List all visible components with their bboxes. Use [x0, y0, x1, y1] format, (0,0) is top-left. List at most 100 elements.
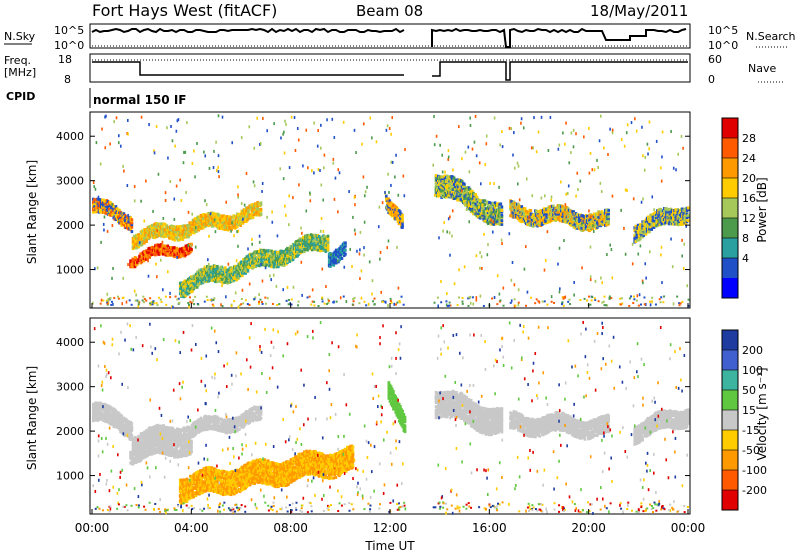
data-cell [107, 207, 111, 211]
scatter-point [532, 146, 534, 150]
data-cell [140, 260, 144, 264]
scatter-point [661, 130, 664, 134]
data-cell [323, 235, 327, 239]
scatter-point [447, 149, 450, 153]
scatter-point [321, 267, 324, 271]
ground-scatter [619, 303, 622, 306]
scatter-point [438, 236, 440, 240]
scatter-point [221, 284, 223, 288]
scatter-point [210, 298, 213, 302]
scatter-point [442, 229, 444, 233]
scatter-point [363, 194, 366, 198]
scatter-point [292, 196, 294, 200]
scatter-point [250, 258, 253, 262]
scatter-point [644, 302, 647, 306]
scatter-point [343, 265, 346, 269]
scatter-point [216, 168, 218, 172]
data-cell [95, 416, 99, 420]
data-cell [666, 210, 669, 214]
scatter-point [479, 266, 481, 270]
scatter-point [579, 179, 582, 183]
ground-scatter [681, 300, 684, 303]
data-cell [500, 222, 504, 226]
data-cell [552, 218, 555, 222]
data-cell [342, 250, 346, 254]
scatter-point [119, 144, 122, 148]
scatter-point [214, 278, 217, 282]
data-cell [161, 225, 164, 229]
data-cell [212, 224, 215, 228]
scatter-point [461, 189, 463, 193]
scatter-point [511, 260, 514, 264]
scatter-point [441, 153, 444, 157]
ground-scatter [589, 303, 592, 306]
ground-scatter [205, 295, 208, 298]
ground-scatter [534, 302, 537, 305]
ground-scatter [396, 301, 399, 304]
data-cell [98, 198, 102, 202]
data-cell [137, 245, 140, 249]
scatter-point [642, 197, 644, 201]
scatter-point [227, 262, 230, 266]
scatter-point [541, 221, 543, 225]
data-cell [175, 236, 179, 240]
data-cell [296, 254, 299, 258]
scatter-point [258, 293, 260, 297]
scatter-point [234, 291, 237, 295]
scatter-point [112, 302, 114, 306]
data-cell [326, 245, 330, 249]
data-cell [326, 247, 330, 251]
data-cell [152, 445, 156, 449]
scatter-point [133, 289, 136, 293]
scatter-point [155, 124, 158, 128]
scatter-point [288, 194, 291, 198]
ground-scatter [190, 301, 193, 304]
data-cell [130, 422, 134, 426]
ground-scatter [621, 302, 624, 305]
scatter-point [648, 120, 651, 124]
ground-scatter [440, 301, 443, 304]
scatter-point [520, 121, 522, 125]
scatter-point [560, 180, 562, 184]
data-cell [299, 249, 303, 253]
data-cell [333, 250, 337, 254]
ground-scatter [137, 303, 140, 306]
data-cell [229, 225, 232, 229]
scatter-point [464, 150, 467, 154]
data-cell [552, 204, 555, 208]
data-cell [634, 224, 638, 228]
data-cell [231, 268, 235, 272]
freq-right-tick-bottom: 0 [708, 73, 715, 86]
scatter-point [261, 189, 263, 193]
velocity-data [92, 320, 690, 515]
ground-scatter [276, 303, 279, 306]
scatter-point [489, 181, 492, 185]
ground-scatter [109, 297, 112, 300]
freq-unit-label: [MHz] [4, 66, 36, 79]
scatter-point [220, 265, 223, 269]
data-cell [520, 205, 524, 209]
ground-scatter [264, 296, 267, 299]
ground-scatter [583, 297, 586, 300]
data-cell [166, 233, 170, 237]
scatter-point [127, 213, 129, 217]
ground-scatter [164, 295, 167, 298]
noise-left-tick-top: 10^5 [54, 24, 84, 37]
scatter-point [193, 149, 195, 153]
data-cell [131, 459, 135, 463]
scatter-point [481, 266, 483, 270]
scatter-point [402, 174, 405, 178]
data-cell [137, 233, 140, 237]
scatter-point [478, 161, 481, 165]
scatter-point [475, 254, 478, 258]
scatter-point [147, 274, 150, 278]
scatter-point [517, 303, 520, 307]
scatter-point [313, 121, 315, 125]
scatter-point [558, 246, 561, 250]
scatter-point [397, 286, 400, 290]
data-cell [635, 235, 639, 239]
data-cell [146, 254, 149, 258]
scatter-point [273, 122, 275, 126]
ground-scatter [310, 303, 313, 306]
scatter-point [456, 185, 459, 189]
